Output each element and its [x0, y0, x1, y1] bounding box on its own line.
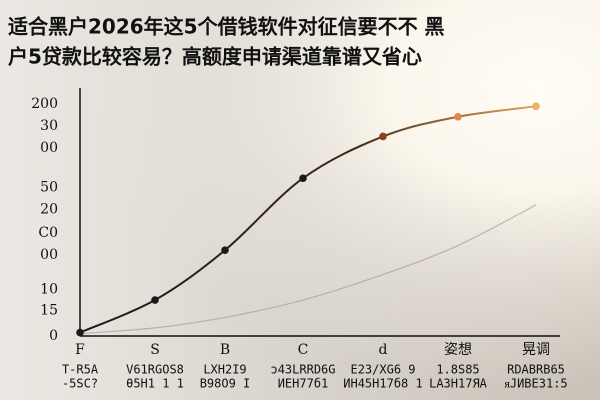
x-tick-label: 晃调	[522, 342, 550, 358]
x-sublabel: RDABRB65	[507, 363, 565, 377]
x-tick-label: 姿想	[444, 342, 472, 358]
y-tick-label: 00	[40, 140, 58, 156]
point	[151, 296, 159, 304]
y-tick-label: 30	[40, 118, 58, 134]
x-sublabel: -5SC?	[62, 377, 98, 391]
x-sublabel: ИH45H17б8 1	[343, 377, 422, 391]
y-tick-label: C0	[38, 225, 58, 241]
x-tick-label: d	[379, 342, 388, 358]
y-tick-label: 20	[40, 202, 58, 218]
point	[221, 246, 229, 254]
y-tick-label: 15	[40, 302, 58, 318]
x-sublabel: ИEH77б1	[278, 377, 329, 391]
y-tick-label: 10	[40, 282, 58, 298]
point	[76, 328, 84, 337]
y-tick-label: 200	[31, 96, 58, 112]
y-tick-label: 50	[40, 180, 58, 196]
point	[532, 102, 540, 111]
x-tick-label: S	[150, 342, 160, 358]
x-tick-label: F	[75, 342, 85, 358]
x-sublabel: E23/XG6 9	[350, 363, 415, 377]
y-tick-label: 0	[49, 328, 58, 344]
x-sublabel: LXH2I9	[203, 363, 246, 377]
line	[79, 204, 537, 335]
x-sublabel: 1.8S85	[436, 363, 479, 377]
title-line: 适合黑户2026年这5个借钱软件对征信要不不 黑	[8, 15, 445, 39]
x-sublabel: ɔ43LRRD6G	[270, 363, 335, 377]
point	[299, 174, 307, 183]
x-sublabel: LA3H17ЯA	[429, 377, 488, 391]
point	[454, 112, 462, 121]
title-line: 户5贷款比较容易？高额度申请渠道靠谱又省心	[8, 45, 422, 69]
x-sublabel: V61RGOS8	[126, 363, 184, 377]
x-sublabel: θ5H1 1 1	[126, 377, 184, 391]
point	[379, 132, 387, 141]
y-tick-label: 00	[40, 247, 58, 263]
x-sublabel: B98O9 I	[200, 377, 251, 391]
x-tick-label: C	[298, 342, 309, 358]
x-sublabel: T-R5A	[62, 363, 99, 377]
x-tick-label: B	[220, 342, 230, 358]
x-sublabel: ᴙJИBE31:5	[504, 377, 567, 391]
